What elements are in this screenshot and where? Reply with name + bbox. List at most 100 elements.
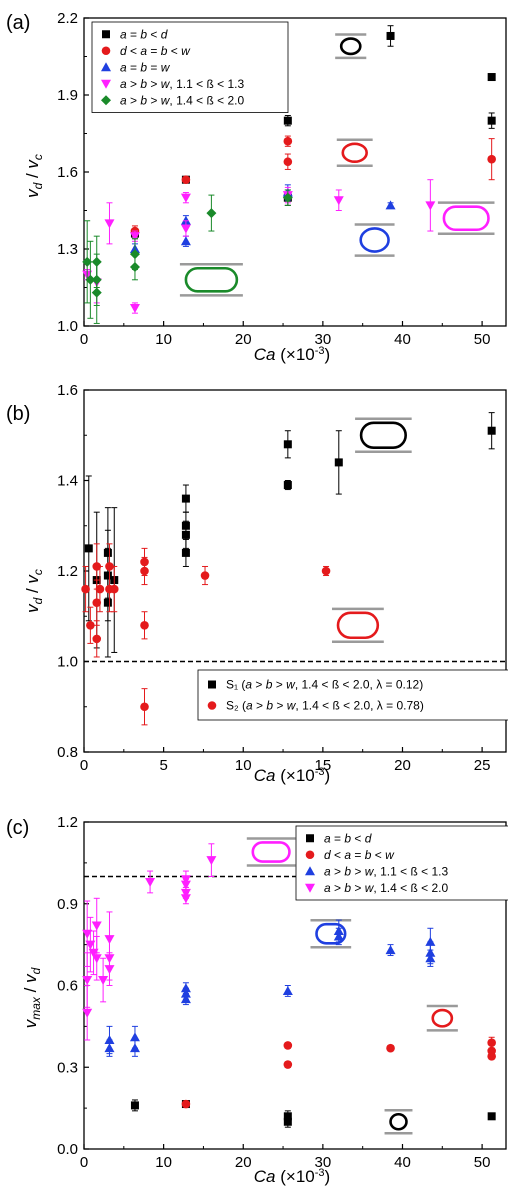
data-point: [180, 224, 191, 234]
data-point: [283, 481, 292, 490]
x-tick-label: 10: [155, 1154, 172, 1171]
data-point: [82, 256, 93, 267]
data-point: [103, 598, 112, 607]
droplet-shape: [336, 611, 380, 640]
data-point: [181, 1099, 191, 1109]
data-point: [333, 931, 344, 941]
legend-marker: [101, 95, 111, 106]
channel-inset: [384, 1109, 413, 1135]
data-point: [98, 976, 109, 986]
data-point: [140, 621, 149, 630]
data-point: [81, 584, 90, 594]
data-point: [181, 548, 190, 557]
legend-marker: [101, 46, 111, 56]
x-axis-label-c: Ca (×10-3): [254, 1167, 330, 1186]
legend-marker: [101, 79, 111, 89]
data-point: [282, 985, 293, 995]
legend-marker: [305, 850, 315, 860]
series-0: [84, 412, 496, 658]
data-point: [82, 976, 93, 986]
data-point: [129, 261, 140, 272]
data-point: [104, 965, 115, 975]
data-point: [487, 73, 496, 82]
y-axis-label-c: vmax / vd: [21, 967, 43, 1028]
data-point: [180, 236, 191, 246]
data-point: [206, 856, 217, 866]
series-1: [181, 1036, 496, 1109]
data-point: [283, 1060, 293, 1069]
droplet-shape: [359, 227, 390, 253]
legend-marker: [305, 883, 315, 893]
y-tick-label: 1.4: [57, 473, 78, 490]
legend-marker: [208, 680, 216, 689]
x-tick-label: 5: [159, 757, 167, 774]
data-point: [283, 1041, 293, 1050]
legend-box: [197, 669, 508, 721]
series-1: [81, 543, 331, 726]
panel-label-b: (b): [6, 403, 30, 425]
data-point: [386, 1043, 395, 1053]
x-tick-label: 0: [80, 1154, 88, 1171]
x-tick-label: 20: [235, 331, 252, 348]
data-point: [92, 562, 102, 571]
channel-inset: [179, 263, 243, 297]
series-2: [104, 919, 436, 1057]
legend-label-0: a = b < d: [120, 27, 168, 41]
data-point: [333, 196, 344, 206]
channel-inset: [355, 417, 412, 453]
legend-marker: [305, 866, 315, 876]
y-tick-label: 0.9: [57, 896, 78, 913]
channel-inset: [246, 837, 296, 867]
y-tick-label: 1.0: [57, 318, 78, 335]
plot-area-b: 0 5 10 15 20 25 0.8 1.0 1.2 1.4 1.6 S₁ (a > b > w, …: [57, 382, 508, 774]
x-tick-label: 0: [80, 331, 88, 348]
channel-inset: [336, 138, 373, 167]
legend-label-2: a > b > w, 1.1 < ß < 1.3: [324, 864, 448, 878]
droplet-shape: [251, 841, 291, 863]
x-tick-label: 40: [394, 1154, 411, 1171]
data-point: [283, 116, 292, 125]
panel-c: (c) 0 10 20 30 40 50 0.0 0.3 0.6 0.9 1.2 a = b < d d…: [6, 814, 508, 1186]
data-point: [95, 584, 105, 594]
legend-label-0: a = b < d: [324, 831, 372, 845]
data-point: [91, 954, 102, 964]
x-tick-label: 25: [474, 757, 491, 774]
x-tick-label: 30: [315, 331, 332, 348]
data-point: [140, 702, 149, 712]
y-tick-label: 0.3: [57, 1059, 78, 1076]
data-point: [386, 31, 395, 40]
x-tick-label: 40: [394, 331, 411, 348]
legend-marker: [306, 834, 314, 843]
plot-area-c: 0 10 20 30 40 50 0.0 0.3 0.6 0.9 1.2 a = b < d d < a…: [57, 814, 508, 1171]
series-4: [82, 189, 293, 324]
droplet-shape: [389, 1112, 408, 1131]
data-point: [181, 494, 190, 503]
data-point: [282, 192, 293, 203]
x-tick-label: 50: [474, 1154, 491, 1171]
data-point: [140, 566, 149, 576]
data-point: [283, 136, 293, 146]
data-point: [200, 571, 210, 580]
data-point: [487, 1038, 496, 1048]
legend-label-4: a > b > w, 1.4 < ß < 2.0: [120, 93, 244, 107]
legend-label-2: a = b = w: [120, 60, 171, 74]
channel-inset: [426, 1004, 458, 1032]
data-point: [334, 458, 343, 467]
x-tick-label: 10: [235, 757, 252, 774]
legend: a = b < d d < a = b < w a = b = w a > b > w…: [91, 21, 289, 113]
x-tick-label: 20: [235, 1154, 252, 1171]
data-point: [91, 921, 102, 931]
data-point: [82, 1008, 93, 1018]
series-2: [129, 184, 396, 255]
droplet-shape: [184, 266, 239, 293]
data-point: [180, 193, 191, 203]
channel-inset: [354, 223, 395, 257]
panel-a: (a) 0 10 20 30 40 50 1.0 1.3 1.6 1.9 2.2 a = b < d d…: [6, 10, 507, 364]
legend-label-1: d < a = b < w: [120, 44, 191, 58]
legend-marker: [207, 701, 217, 710]
legend-label-1: S₂ (a > b > w, 1.4 < ß < 2.0, λ = 0.78): [226, 699, 424, 713]
data-point: [180, 994, 191, 1004]
x-tick-label: 30: [315, 1154, 332, 1171]
droplet-shape: [359, 421, 407, 449]
